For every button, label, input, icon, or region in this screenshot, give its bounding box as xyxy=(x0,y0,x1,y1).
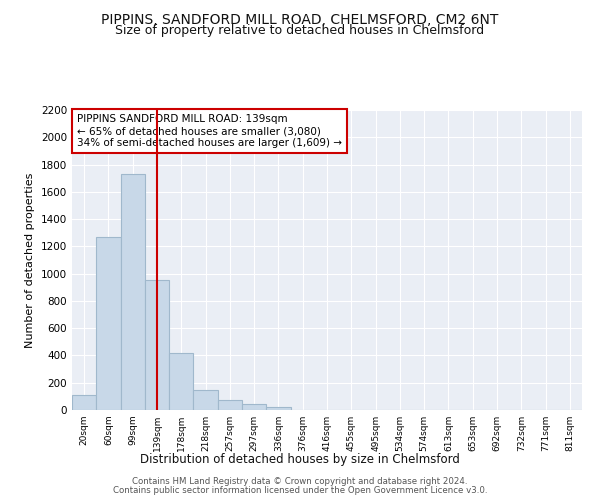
Text: PIPPINS SANDFORD MILL ROAD: 139sqm
← 65% of detached houses are smaller (3,080)
: PIPPINS SANDFORD MILL ROAD: 139sqm ← 65%… xyxy=(77,114,342,148)
Text: Distribution of detached houses by size in Chelmsford: Distribution of detached houses by size … xyxy=(140,452,460,466)
Text: Contains public sector information licensed under the Open Government Licence v3: Contains public sector information licen… xyxy=(113,486,487,495)
Bar xyxy=(242,404,266,410)
Text: PIPPINS, SANDFORD MILL ROAD, CHELMSFORD, CM2 6NT: PIPPINS, SANDFORD MILL ROAD, CHELMSFORD,… xyxy=(101,12,499,26)
Bar xyxy=(72,395,96,410)
Bar xyxy=(121,174,145,410)
Bar xyxy=(193,390,218,410)
Bar xyxy=(96,237,121,410)
Text: Contains HM Land Registry data © Crown copyright and database right 2024.: Contains HM Land Registry data © Crown c… xyxy=(132,477,468,486)
Bar xyxy=(218,400,242,410)
Bar xyxy=(145,280,169,410)
Bar xyxy=(266,406,290,410)
Text: Size of property relative to detached houses in Chelmsford: Size of property relative to detached ho… xyxy=(115,24,485,37)
Y-axis label: Number of detached properties: Number of detached properties xyxy=(25,172,35,348)
Bar xyxy=(169,354,193,410)
